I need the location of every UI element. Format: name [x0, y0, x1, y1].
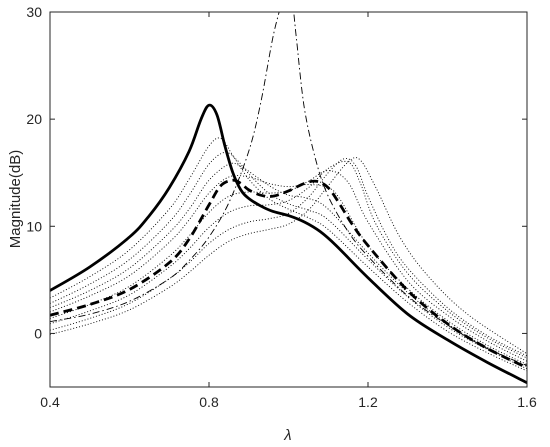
- series-line-dotted-5: [50, 170, 527, 362]
- curves-group: [50, 12, 527, 384]
- y-tick-label: 30: [26, 4, 42, 20]
- y-tick-label: 20: [26, 111, 42, 127]
- y-axis-label: Magnitude(dB): [7, 150, 24, 248]
- y-tick-label: 0: [34, 325, 42, 341]
- series-line-dotted-2: [50, 151, 527, 370]
- series-line-dotted-8: [50, 157, 527, 355]
- plot-frame: [49, 11, 528, 388]
- x-tick-label: 1.6: [517, 394, 537, 410]
- series-line-dotted-1: [50, 137, 527, 372]
- x-tick-label: 0.4: [40, 394, 60, 410]
- series-line-dotted-4: [50, 175, 527, 365]
- y-tick-label: 10: [26, 218, 42, 234]
- series-line-dash-dot: [50, 12, 527, 366]
- series-line-dashed-bold: [50, 178, 527, 369]
- series-line-solid-bold: [50, 103, 527, 384]
- x-tick-label: 1.2: [358, 394, 378, 410]
- x-axis-label: λ: [283, 427, 291, 444]
- x-tick-label: 0.8: [199, 394, 219, 410]
- series-line-dotted-7: [50, 158, 527, 357]
- ticks-group: 0.4 0.8 1.2 1.6 0 10 20 30: [26, 4, 537, 410]
